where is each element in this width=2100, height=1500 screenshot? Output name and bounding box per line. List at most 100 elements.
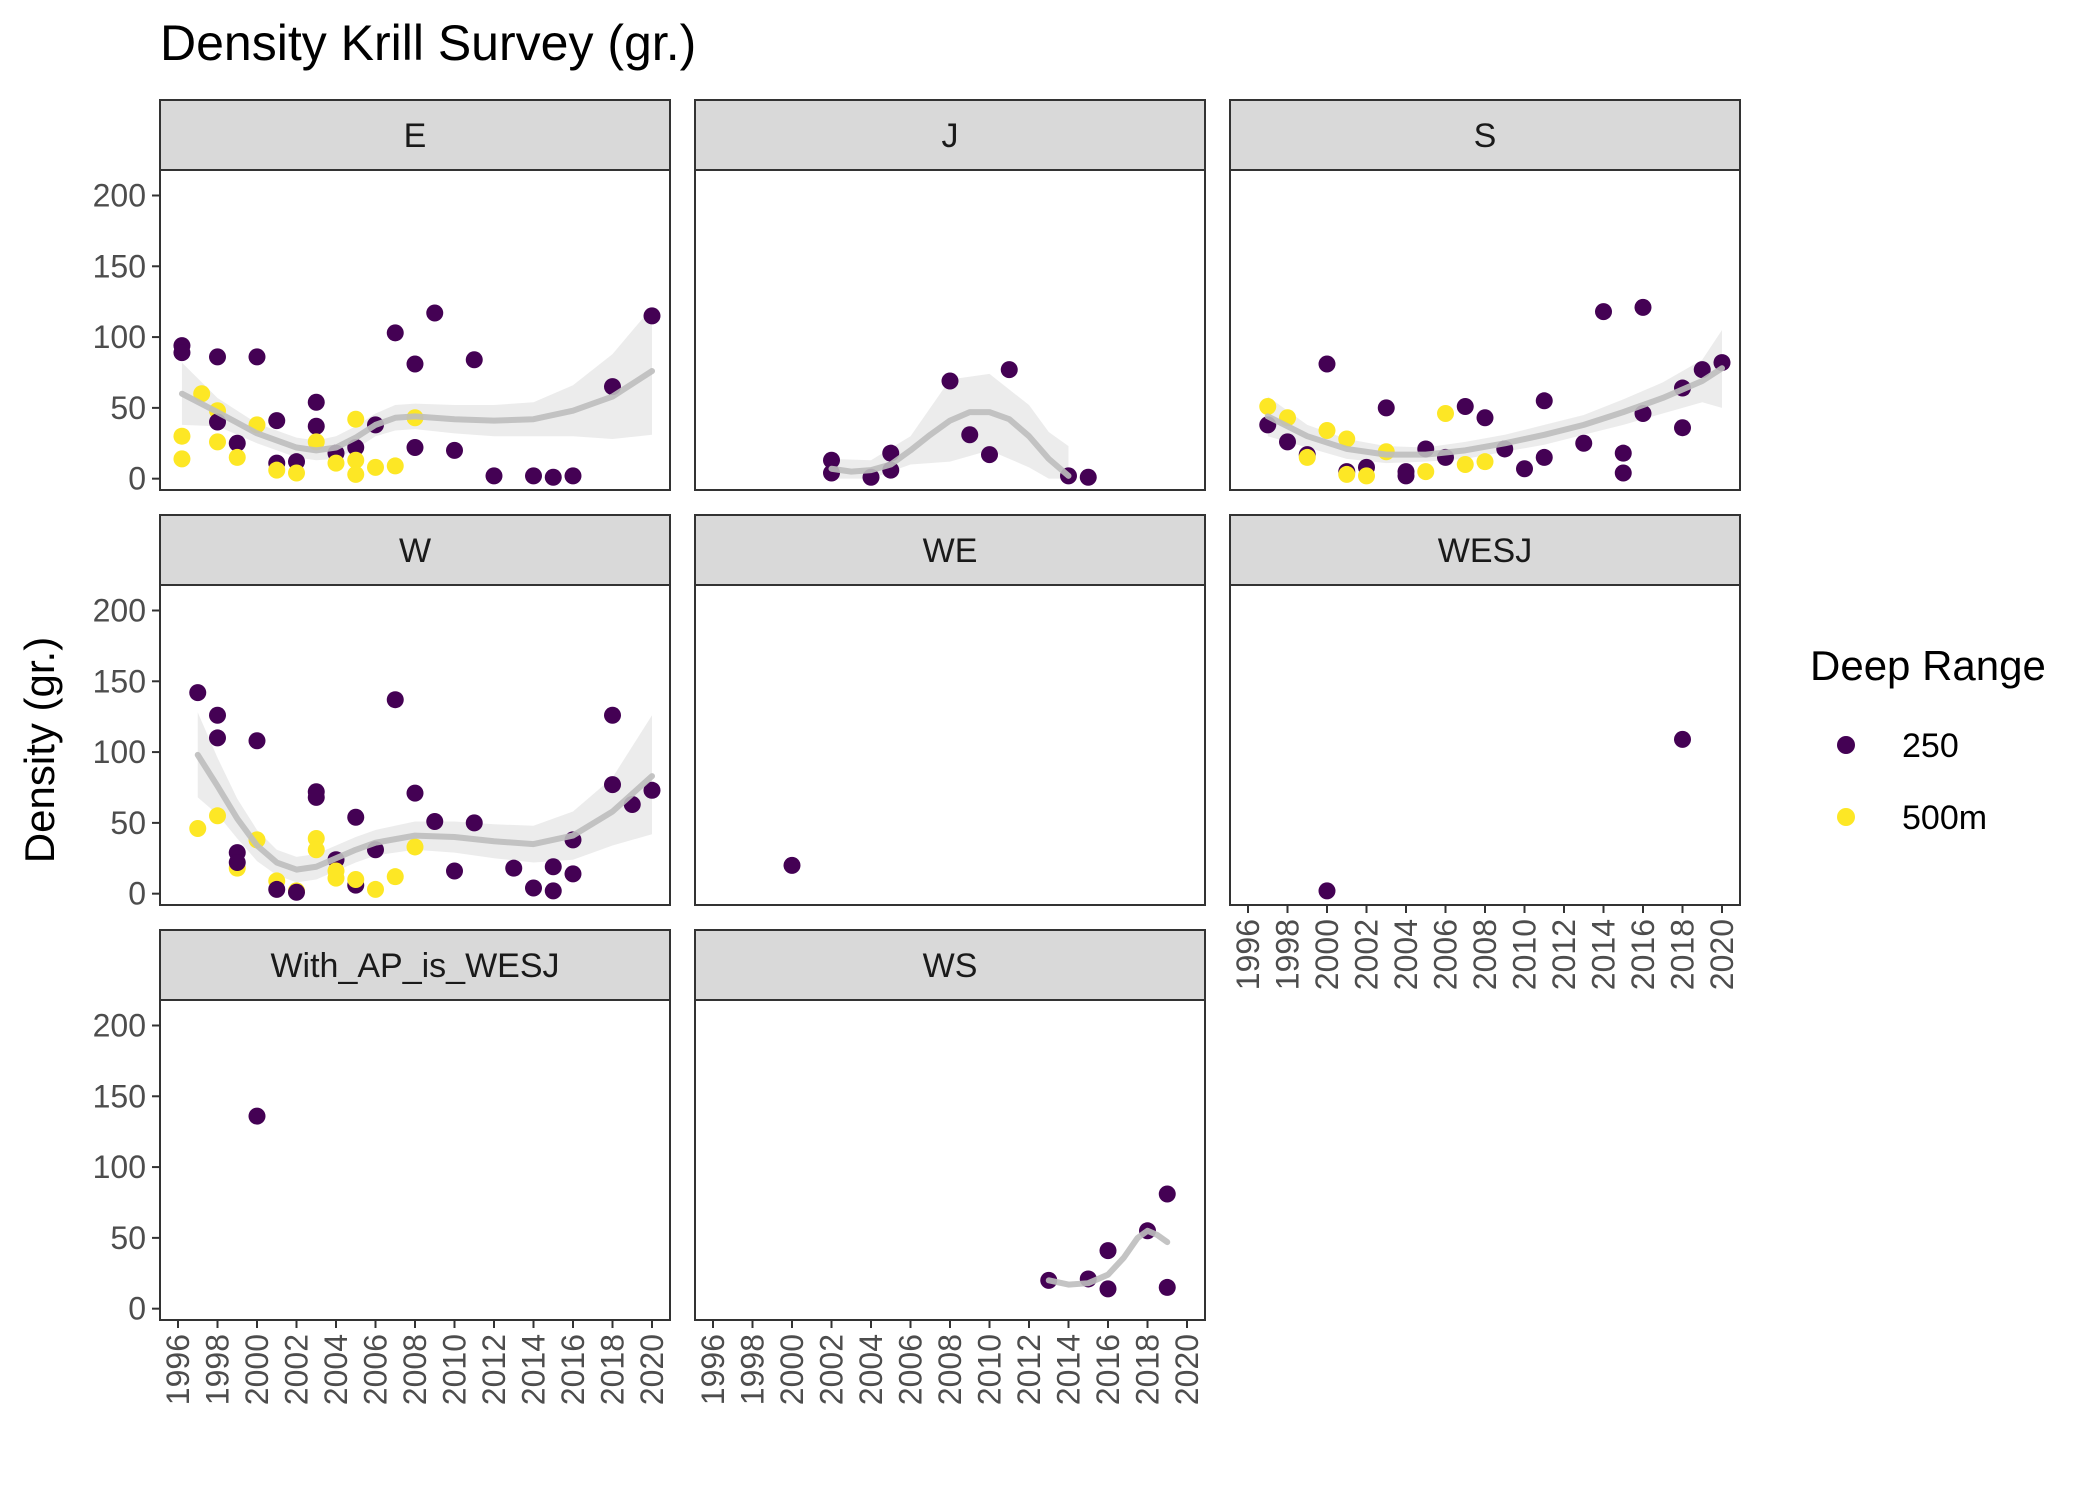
y-tick-label: 150 bbox=[93, 1078, 146, 1114]
data-point-250 bbox=[643, 307, 661, 325]
legend-key-250 bbox=[1837, 736, 1855, 754]
panel-plot-area bbox=[1040, 1185, 1176, 1298]
data-point-250 bbox=[406, 439, 424, 457]
x-tick-label: 2018 bbox=[1665, 919, 1701, 990]
data-point-250 bbox=[961, 426, 979, 444]
facet-strip bbox=[159, 99, 671, 171]
smooth-trend-line bbox=[828, 409, 1072, 479]
data-point-500m bbox=[307, 841, 325, 859]
data-point-250 bbox=[1595, 303, 1612, 321]
data-point-250 bbox=[307, 417, 325, 435]
facet-strip-label: With_AP_is_WESJ bbox=[270, 947, 559, 985]
data-point-250 bbox=[248, 732, 266, 750]
x-tick-label: 1998 bbox=[200, 1334, 236, 1405]
data-point-250 bbox=[1516, 460, 1533, 478]
x-tick-label: 2004 bbox=[318, 1334, 354, 1405]
x-tick-label: 2008 bbox=[1467, 919, 1503, 990]
data-point-250 bbox=[248, 348, 266, 366]
facet-strip-label: E bbox=[404, 117, 427, 155]
smooth-trend-line bbox=[178, 368, 655, 454]
data-point-500m bbox=[347, 465, 365, 483]
panel-background bbox=[160, 1000, 670, 1320]
data-point-500m bbox=[1417, 463, 1435, 481]
data-point-500m bbox=[1259, 397, 1277, 415]
data-point-250 bbox=[426, 304, 444, 322]
x-tick-label: 2018 bbox=[1130, 1334, 1166, 1405]
x-tick-label: 2012 bbox=[476, 1334, 512, 1405]
x-tick-label: 2016 bbox=[1090, 1334, 1126, 1405]
data-point-250 bbox=[288, 883, 305, 901]
x-tick-label: 2006 bbox=[1428, 919, 1464, 990]
data-point-250 bbox=[981, 446, 998, 464]
data-point-250 bbox=[1099, 1280, 1117, 1298]
data-point-250 bbox=[347, 808, 365, 826]
data-point-250 bbox=[209, 729, 226, 747]
legend: Deep Range 250 500m bbox=[1810, 642, 2046, 837]
data-point-500m bbox=[193, 385, 211, 403]
data-point-250 bbox=[783, 856, 801, 874]
x-tick-label: 2012 bbox=[1546, 919, 1582, 990]
x-tick-label: 2014 bbox=[1586, 919, 1622, 990]
data-point-250 bbox=[604, 776, 621, 794]
x-tick-label: 2004 bbox=[853, 1334, 889, 1405]
data-point-250 bbox=[386, 691, 404, 709]
panel-background bbox=[695, 1000, 1205, 1320]
x-tick-label: 2010 bbox=[972, 1334, 1008, 1405]
y-tick-label: 0 bbox=[128, 876, 146, 912]
x-tick-label: 2020 bbox=[1704, 919, 1740, 990]
x-tick-label: 2002 bbox=[279, 1334, 315, 1405]
facet-strip-label: J bbox=[942, 117, 959, 155]
data-point-500m bbox=[1358, 467, 1375, 485]
x-tick-label: 2000 bbox=[774, 1334, 810, 1405]
y-tick-label: 200 bbox=[93, 177, 146, 213]
x-tick-label: 2020 bbox=[634, 1334, 670, 1405]
y-tick-label: 150 bbox=[93, 663, 146, 699]
data-point-250 bbox=[268, 880, 286, 898]
data-point-250 bbox=[544, 468, 562, 486]
data-point-500m bbox=[386, 868, 404, 886]
data-point-250 bbox=[525, 879, 542, 897]
data-point-500m bbox=[386, 457, 404, 475]
panel-plot-area bbox=[823, 361, 1097, 486]
data-point-250 bbox=[1377, 399, 1395, 417]
data-point-500m bbox=[228, 448, 246, 466]
confidence-ribbon bbox=[197, 712, 652, 883]
y-tick-label: 100 bbox=[93, 319, 146, 355]
facet-panel-s: S bbox=[1229, 99, 1741, 491]
data-point-500m bbox=[209, 433, 226, 451]
facet-strip bbox=[1229, 514, 1741, 586]
data-point-250 bbox=[347, 439, 365, 457]
data-point-250 bbox=[228, 854, 246, 872]
data-point-250 bbox=[173, 344, 191, 362]
data-point-500m bbox=[327, 454, 345, 472]
data-point-250 bbox=[1634, 298, 1652, 316]
data-point-250 bbox=[406, 784, 424, 802]
y-tick-label: 150 bbox=[93, 248, 146, 284]
data-point-250 bbox=[564, 865, 582, 883]
data-point-250 bbox=[643, 781, 661, 799]
y-tick-label: 0 bbox=[128, 1291, 146, 1327]
data-point-250 bbox=[1674, 419, 1691, 437]
facet-strip bbox=[694, 514, 1206, 586]
x-tick-label: 2002 bbox=[1349, 919, 1385, 990]
data-point-250 bbox=[446, 441, 463, 459]
x-tick-label: 2020 bbox=[1169, 1334, 1205, 1405]
panel-border bbox=[694, 584, 1206, 906]
facet-panel-e: E 0 50 100 150 200 bbox=[93, 99, 671, 497]
x-tick-label: 2000 bbox=[239, 1334, 275, 1405]
x-tick-label: 2010 bbox=[437, 1334, 473, 1405]
facet-strip-label: W bbox=[399, 532, 431, 570]
data-point-500m bbox=[347, 410, 365, 428]
data-point-250 bbox=[209, 348, 226, 366]
y-tick-label: 100 bbox=[93, 1149, 146, 1185]
x-tick-label: 2004 bbox=[1388, 919, 1424, 990]
data-point-500m bbox=[1298, 448, 1316, 466]
y-tick-label: 100 bbox=[93, 734, 146, 770]
panel-border bbox=[694, 169, 1206, 491]
data-point-500m bbox=[268, 461, 286, 479]
x-tick-label: 2008 bbox=[397, 1334, 433, 1405]
facet-strip-label: WS bbox=[923, 947, 978, 985]
